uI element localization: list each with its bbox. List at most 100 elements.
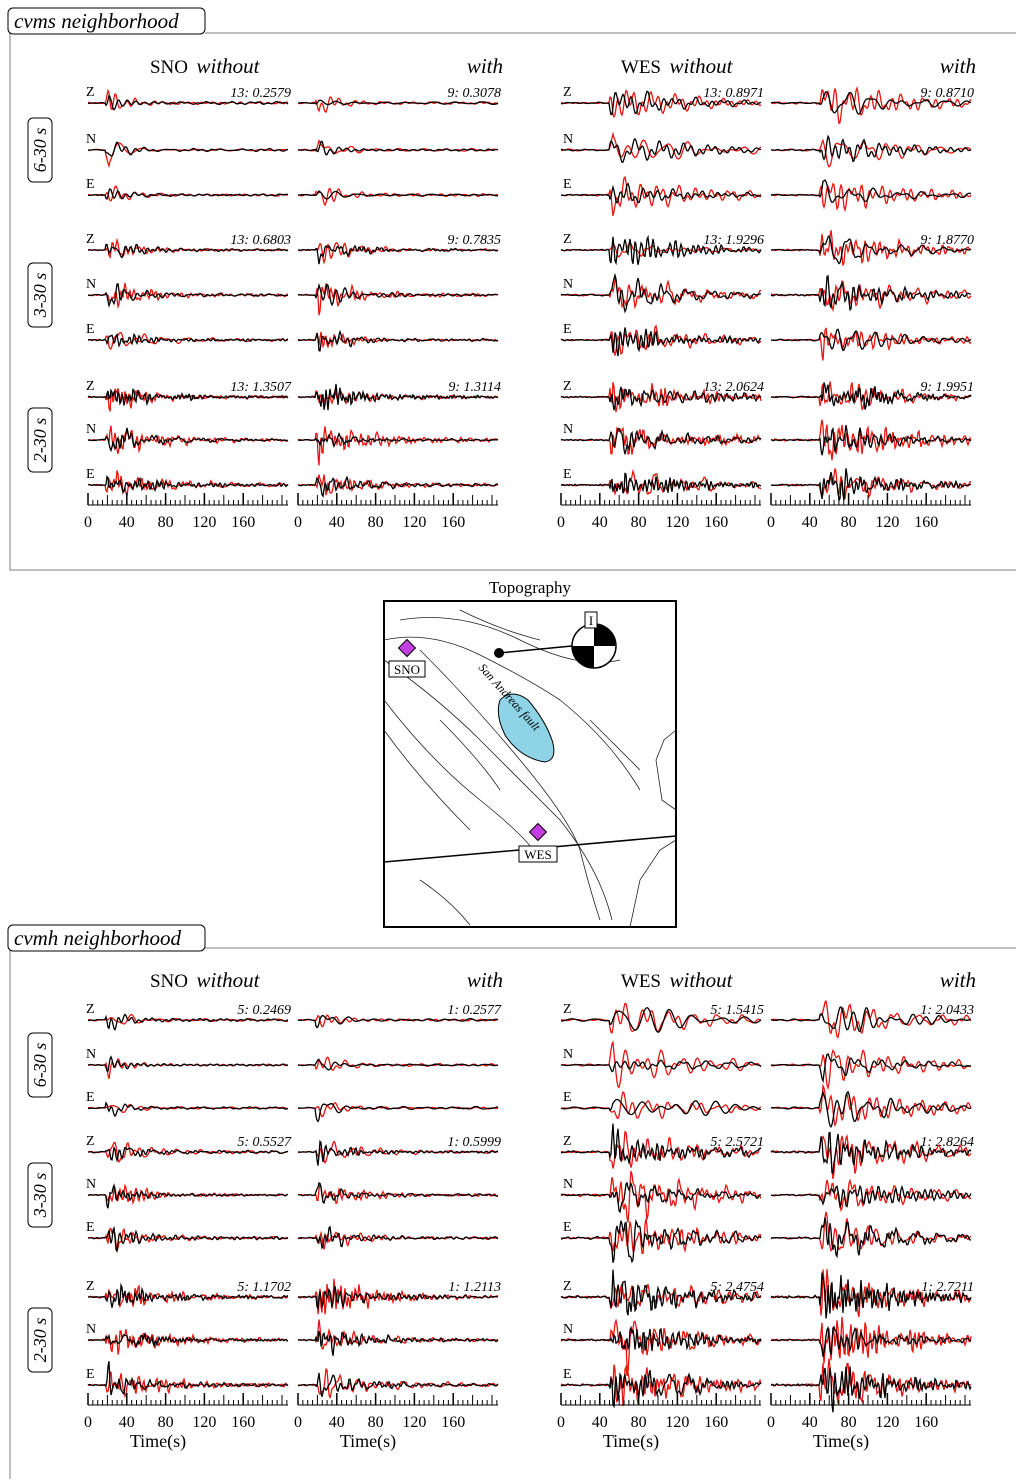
waveform-black [297,1139,499,1166]
title-box [7,7,206,35]
component-label: E [86,1220,95,1235]
component-label: E [86,1090,95,1105]
waveform-red [297,1319,499,1350]
waveform-black [560,234,762,266]
waveform-black [297,282,499,307]
waveform-red [298,1183,499,1205]
map-title: Topography [489,578,571,597]
score-label: 9: 0.3078 [447,86,501,101]
waveform-black [297,244,499,265]
band-label: 3-30 s [30,273,50,319]
score-label: 9: 1.9951 [920,380,974,395]
score-label: 13: 0.8971 [703,86,764,101]
waveform-black [561,427,762,455]
x-axis-label: Time(s) [130,1431,186,1452]
band-label: 6-30 s [30,128,50,173]
waveform-black [560,386,762,411]
waveform-black [297,1372,499,1397]
score-label: 13: 2.0624 [703,380,764,395]
component-label: N [86,132,96,147]
x-tick-label: 160 [441,514,465,531]
waveform-black [297,1014,499,1029]
title-box [7,924,206,952]
waveform-black [87,1145,289,1163]
waveform-black [87,332,289,348]
x-axis-label: Time(s) [340,1431,396,1452]
waveform-red [770,182,972,213]
waveform-black [770,1053,972,1084]
score-label: 1: 0.5999 [447,1135,501,1150]
waveform-black [87,94,289,111]
waveform-black [87,1013,289,1031]
waveform-black [87,1183,289,1209]
x-tick-label: 40 [592,1414,608,1431]
waveform-black [560,272,762,314]
score-label: 5: 2.4754 [710,1280,764,1295]
waveform-red [87,142,289,169]
band-label: 2-30 s [30,1318,50,1363]
waveform-black [560,1181,762,1214]
waveform-red [297,426,499,466]
x-tick-label: 160 [231,514,255,531]
waveform-black [298,99,499,106]
waveform-black [770,274,972,311]
x-tick-label: 40 [802,1414,818,1431]
x-axis-label: Time(s) [603,1431,659,1452]
waveform-black [560,1370,762,1409]
map: Topography I SNO WES San Andre [383,578,677,928]
seismogram-panel: SNO without with 13: 0.2579 Z N E 9: 0.3078 13: … [27,54,976,531]
waveform-red [298,1056,499,1072]
waveform-black [770,234,972,265]
event-line [498,645,573,654]
x-tick-label: 40 [329,514,345,531]
x-axis-label: Time(s) [813,1431,869,1452]
waveform-red [770,327,972,361]
station-name: SNO [150,971,188,992]
band-box [27,117,53,183]
waveform-black [770,1272,972,1319]
x-tick-label: 160 [704,514,728,531]
waveform-black [770,1089,972,1128]
waveform-black [87,1101,289,1118]
component-label: Z [563,85,572,100]
x-tick-label: 0 [557,514,565,531]
panel-title: cvmh neighborhood [14,926,182,950]
waveform-black [298,1182,499,1205]
station-label: WES [524,847,551,862]
score-label: 9: 1.8770 [920,233,974,248]
waveform-black [560,1218,762,1264]
column-label: with [467,968,503,992]
waveform-black [560,1269,762,1316]
component-label: N [86,277,96,292]
component-label: N [86,1177,96,1192]
band-label: 2-30 s [30,418,50,463]
waveform-red [560,1090,762,1120]
x-tick-label: 0 [84,514,92,531]
waveform-red [560,426,762,455]
waveform-black [87,1282,289,1308]
component-label: N [563,1322,573,1337]
x-tick-label: 40 [802,514,818,531]
band-box [27,407,53,473]
waveform-black [770,1366,972,1413]
waveform-black [87,1225,289,1253]
score-label: 5: 2.5721 [710,1135,764,1150]
waveform-red [560,1002,762,1034]
waveform-black [560,137,762,164]
score-label: 13: 1.9296 [703,233,764,248]
waveform-black [770,424,972,456]
waveform-red [561,1218,762,1255]
waveform-black [87,427,289,453]
score-label: 1: 2.7211 [921,1280,974,1295]
x-tick-label: 0 [767,1414,775,1431]
waveform-black [770,468,972,503]
waveform-red [87,470,289,498]
station-marker [397,638,417,658]
component-label: E [563,1367,572,1382]
waveform-black [560,182,762,205]
waveform-black [770,1006,972,1033]
waveform-black [297,431,499,449]
x-tick-label: 40 [119,1414,135,1431]
component-label: N [86,422,96,437]
